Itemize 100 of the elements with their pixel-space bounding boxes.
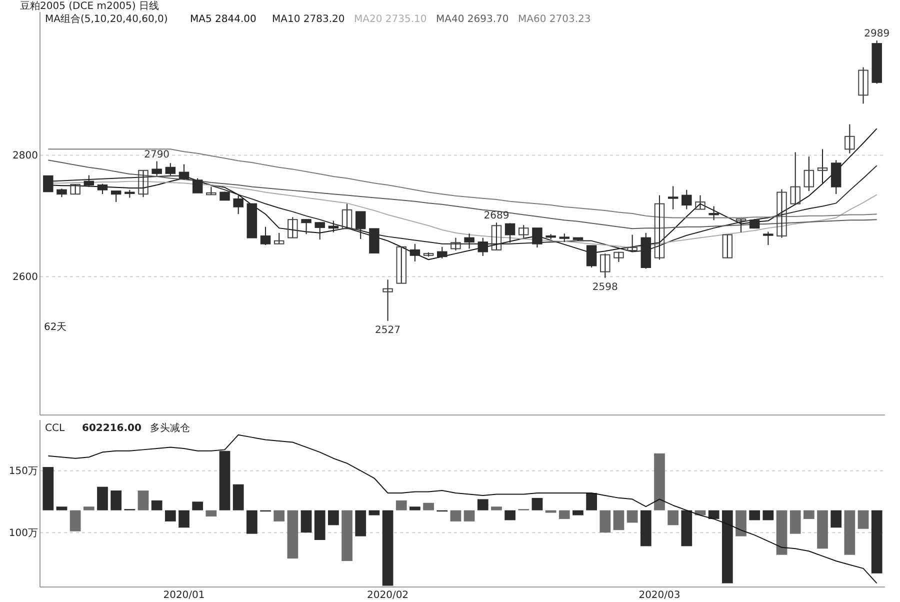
bar — [368, 510, 380, 516]
bar — [42, 467, 54, 510]
candlestick — [110, 190, 122, 202]
candlestick — [614, 251, 624, 263]
candlestick — [844, 124, 855, 154]
bar — [532, 498, 543, 510]
bar — [206, 510, 217, 516]
candlestick — [437, 246, 448, 259]
bar — [626, 510, 638, 523]
bar — [708, 510, 720, 519]
candlestick — [97, 183, 108, 195]
bar — [464, 510, 475, 522]
candlestick — [763, 231, 774, 246]
bar — [423, 502, 434, 510]
text: MA5 2844.00 — [190, 14, 256, 25]
x-tick-label: 2020/03 — [638, 590, 680, 601]
annotation: MA组合(5,10,20,40,60,0) — [45, 13, 168, 25]
candlestick — [736, 218, 746, 233]
bar — [274, 510, 285, 522]
candlestick — [301, 219, 312, 235]
bar — [342, 510, 352, 562]
candlestick — [355, 211, 366, 240]
bar — [762, 510, 774, 520]
bar — [232, 484, 244, 510]
y-tick-label: 150万 — [8, 466, 38, 478]
bar — [871, 510, 882, 574]
bar — [192, 502, 204, 510]
x-tick-label: 2020/02 — [367, 590, 409, 601]
bar — [600, 510, 611, 533]
bar — [396, 500, 407, 510]
bar — [776, 510, 788, 555]
chart-title: CCL — [45, 423, 65, 434]
candlestick — [288, 216, 298, 238]
bar — [477, 499, 488, 510]
candlestick — [274, 232, 284, 244]
bar — [97, 486, 108, 510]
bar — [219, 450, 230, 510]
candlestick — [328, 220, 339, 233]
bar — [545, 510, 556, 513]
bar — [830, 510, 842, 528]
bar — [817, 510, 828, 549]
bar — [668, 510, 679, 526]
candlestick — [504, 222, 516, 244]
bar — [450, 510, 462, 522]
bar — [355, 510, 366, 536]
candlestick — [152, 160, 162, 176]
candlestick — [518, 224, 529, 238]
text: MA60 2703.23 — [518, 14, 591, 25]
bar — [410, 506, 420, 510]
candlestick — [233, 194, 244, 215]
annotation: 2790 — [144, 149, 170, 160]
line-series — [48, 160, 878, 230]
chart-subtitle: 602216.00 — [82, 423, 142, 434]
bar — [790, 510, 801, 534]
candlestick — [695, 194, 706, 210]
candlestick — [464, 233, 474, 250]
text: MA40 2693.70 — [436, 14, 509, 25]
candlestick — [790, 152, 800, 204]
candlestick — [668, 186, 678, 210]
y-tick-label: 100万 — [8, 528, 38, 540]
bar — [722, 510, 733, 584]
candlestick — [600, 253, 610, 278]
candlestick — [138, 170, 148, 198]
bar — [382, 510, 394, 586]
candlestick — [722, 234, 733, 258]
candlestick — [84, 174, 94, 188]
bar — [736, 510, 746, 536]
y-tick-label: 2600 — [12, 272, 38, 284]
candlestick — [708, 206, 719, 221]
candlestick — [192, 178, 203, 194]
bar — [613, 510, 624, 530]
bar — [491, 506, 502, 510]
bar — [586, 492, 597, 510]
candlestick — [314, 221, 325, 240]
bar — [164, 510, 176, 522]
bar — [681, 510, 692, 546]
bar — [640, 510, 652, 546]
candlestick — [342, 203, 352, 230]
bar — [246, 510, 258, 534]
candlestick — [776, 188, 787, 238]
candlestick — [749, 218, 760, 229]
bar — [110, 490, 122, 510]
bar — [287, 510, 298, 559]
line-series — [48, 434, 878, 584]
candlestick — [830, 160, 842, 195]
bar — [328, 510, 339, 526]
y-tick-label: 2800 — [12, 150, 38, 162]
chart-title: 豆粕2005 (DCE m2005) 日线 — [20, 0, 159, 12]
candlestick — [817, 148, 828, 184]
bar — [178, 510, 190, 528]
candlestick — [858, 66, 868, 104]
bar — [803, 510, 814, 519]
candlestick — [682, 189, 692, 210]
candlestick — [586, 245, 597, 268]
annotation: 2689 — [484, 210, 510, 222]
candlestick — [804, 156, 814, 192]
annotation: 2989 — [864, 28, 890, 40]
annotation: 62天 — [44, 322, 67, 333]
candlestick — [396, 246, 406, 284]
annotation: 2598 — [592, 282, 618, 293]
